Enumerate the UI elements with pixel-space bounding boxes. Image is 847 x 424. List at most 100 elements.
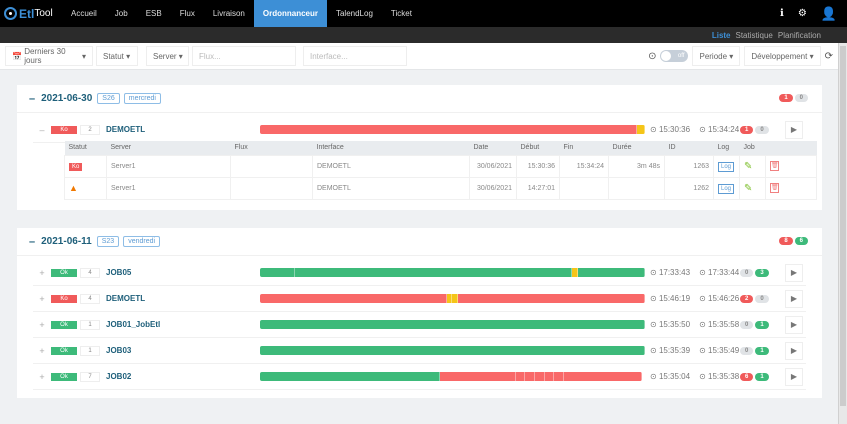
auto-refresh-toggle[interactable]: off	[660, 50, 689, 62]
interface-input[interactable]: Interface...	[303, 46, 407, 66]
status-badge: Ok	[51, 320, 77, 329]
nav-job[interactable]: Job	[114, 9, 128, 18]
server-dropdown[interactable]: Server ▾	[146, 46, 189, 66]
play-icon: ▶	[790, 294, 798, 303]
week-tag: S23	[96, 236, 120, 247]
play-button[interactable]: ▶	[785, 341, 803, 360]
timeline-bar	[260, 294, 645, 303]
expand-icon[interactable]: +	[39, 267, 45, 278]
start-time: ⊙ 17:33:43	[650, 268, 691, 277]
play-button[interactable]: ▶	[785, 315, 803, 334]
date-group-panel: – 2021-06-11 S23 vendredi 8 6 + Ok 4 JOB…	[17, 228, 822, 398]
environment-dropdown[interactable]: Développement ▾	[744, 46, 821, 66]
nav-accueil[interactable]: Accueil	[71, 9, 97, 18]
ok-count-badge: 6	[794, 237, 808, 245]
warning-icon: ▲	[69, 183, 78, 193]
run-count: 7	[80, 371, 100, 382]
end-time: ⊙ 15:34:24	[699, 125, 740, 134]
flux-input[interactable]: Flux...	[192, 46, 296, 66]
logo-icon	[4, 7, 17, 20]
play-icon: ▶	[790, 372, 798, 381]
tab-liste[interactable]: Liste	[711, 30, 731, 40]
timeline-bar	[260, 268, 645, 277]
status-badge: Ok	[51, 268, 77, 277]
day-tag: vendredi	[123, 236, 161, 247]
play-button[interactable]: ▶	[785, 289, 803, 308]
end-time: ⊙ 15:35:38	[699, 372, 740, 381]
play-icon: ▶	[790, 320, 798, 329]
log-button[interactable]: Log	[718, 183, 735, 194]
statut-dropdown[interactable]: Statut ▾	[96, 46, 138, 66]
top-navbar: Etl Tool Accueil Job ESB Flux Livraison O…	[0, 0, 847, 27]
play-button[interactable]: ▶	[785, 263, 803, 282]
ko-count-badge: 8	[779, 237, 793, 245]
sub-nav: Liste Statistique Planification	[0, 27, 847, 43]
play-button[interactable]: ▶	[785, 367, 803, 386]
nav-livraison[interactable]: Livraison	[212, 9, 245, 18]
job-name[interactable]: JOB01_JobEtl	[106, 320, 161, 329]
status-badge: Ko	[51, 125, 77, 134]
nav-esb[interactable]: ESB	[145, 9, 162, 18]
run-count: 1	[80, 345, 100, 356]
edit-job-icon[interactable]: ✎	[744, 182, 753, 194]
job-name[interactable]: JOB03	[106, 346, 132, 355]
play-icon: ▶	[790, 346, 798, 355]
job-name[interactable]: DEMOETL	[106, 125, 146, 134]
collapse-icon[interactable]: –	[29, 235, 36, 248]
user-icon[interactable]: 👤	[820, 5, 837, 21]
main-nav: Accueil Job ESB Flux Livraison Ordonnanc…	[62, 0, 421, 27]
start-time: ⊙ 15:35:04	[650, 372, 691, 381]
job-name[interactable]: JOB02	[106, 372, 132, 381]
nav-ordonnanceur[interactable]: Ordonnanceur	[253, 0, 327, 27]
date-range-dropdown[interactable]: 📅 Derniers 30 jours ▾	[5, 46, 93, 66]
tab-statistique[interactable]: Statistique	[735, 30, 773, 40]
collapse-icon[interactable]: –	[29, 92, 36, 105]
end-time: ⊙ 15:46:26	[699, 294, 740, 303]
info-icon[interactable]: ℹ	[780, 8, 784, 19]
log-button[interactable]: Log	[718, 161, 735, 172]
job-name[interactable]: DEMOETL	[106, 294, 146, 303]
play-icon: ▶	[790, 268, 798, 277]
vertical-scrollbar[interactable]	[838, 43, 847, 424]
expand-icon[interactable]: +	[39, 371, 45, 382]
timeline-bar	[260, 372, 642, 381]
logo[interactable]: Etl Tool	[0, 7, 62, 21]
nav-talendlog[interactable]: TalendLog	[335, 9, 373, 18]
end-time: ⊙ 17:33:44	[699, 268, 740, 277]
day-tag: mercredi	[123, 93, 161, 104]
job-name[interactable]: JOB05	[106, 268, 132, 277]
execution-id[interactable]: 1262	[664, 176, 714, 200]
gear-icon[interactable]: ⚙	[797, 8, 807, 19]
periode-dropdown[interactable]: Periode ▾	[692, 46, 741, 66]
run-count: 2	[80, 124, 100, 135]
date-group-header: – 2021-06-11 S23 vendredi 8 6	[17, 228, 822, 256]
execution-id[interactable]: 1263	[664, 154, 714, 178]
timeline-bar	[260, 346, 645, 355]
refresh-icon[interactable]: ⟳	[824, 50, 833, 62]
delete-icon[interactable]: 🗑	[770, 161, 779, 171]
nav-flux[interactable]: Flux	[179, 9, 195, 18]
timeline-bar	[260, 320, 645, 329]
table-row: Ko Server1 DEMOETL 30/06/2021 15:30:36 1…	[64, 154, 817, 178]
nav-ticket[interactable]: Ticket	[390, 9, 412, 18]
start-time: ⊙ 15:35:50	[650, 320, 691, 329]
filter-bar: 📅 Derniers 30 jours ▾ Statut ▾ Server ▾ …	[0, 43, 847, 70]
edit-job-icon[interactable]: ✎	[744, 160, 753, 172]
end-time: ⊙ 15:35:49	[699, 346, 740, 355]
job-row[interactable]: + Ok 1 JOB01_JobEtl ⊙ 15:35:50 ⊙ 15:35:58…	[33, 312, 806, 338]
status-badge: Ok	[51, 346, 77, 355]
expand-icon[interactable]: +	[39, 345, 45, 356]
collapse-icon[interactable]: –	[39, 124, 45, 135]
delete-icon[interactable]: 🗑	[770, 183, 779, 193]
tab-planification[interactable]: Planification	[777, 30, 821, 40]
expand-icon[interactable]: +	[39, 319, 45, 330]
run-count: 4	[80, 267, 100, 278]
expand-icon[interactable]: +	[39, 293, 45, 304]
run-count: 4	[80, 293, 100, 304]
play-button[interactable]: ▶	[785, 120, 803, 139]
